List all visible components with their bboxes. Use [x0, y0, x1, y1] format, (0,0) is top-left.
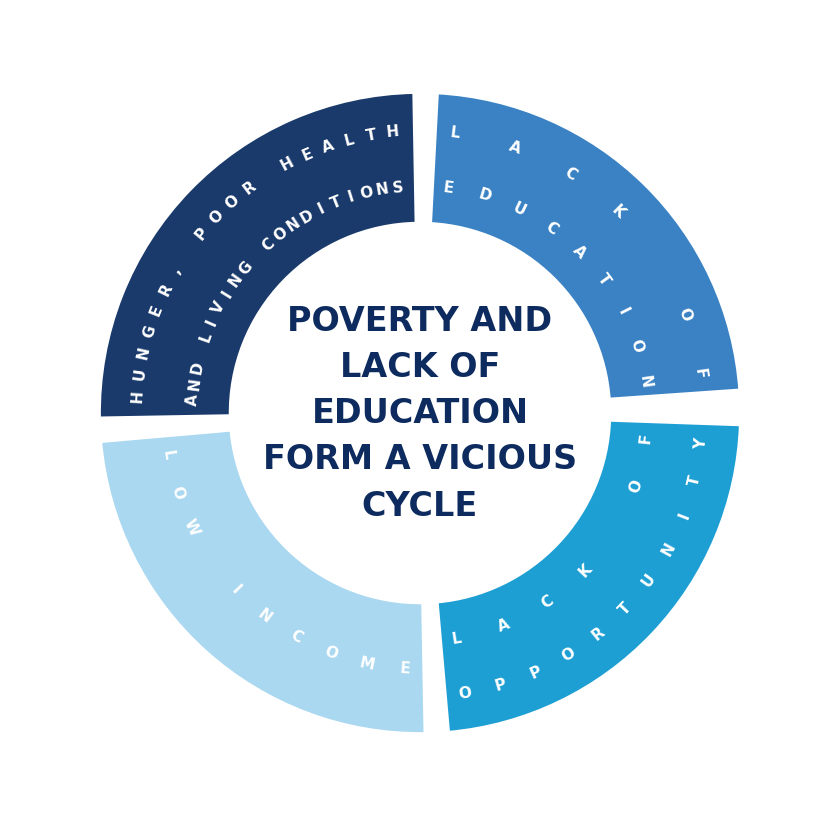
Text: A: A — [496, 615, 512, 633]
Text: I: I — [346, 189, 356, 205]
Text: E: E — [299, 146, 315, 163]
Text: A: A — [507, 138, 523, 156]
Text: A: A — [185, 394, 201, 406]
Text: G: G — [236, 258, 255, 277]
Text: K: K — [575, 561, 595, 579]
Text: E: E — [400, 660, 411, 676]
Text: V: V — [209, 299, 228, 316]
Text: H: H — [278, 155, 297, 174]
Wedge shape — [430, 93, 740, 400]
Text: G: G — [140, 323, 159, 339]
Wedge shape — [99, 93, 417, 419]
Text: T: T — [328, 194, 344, 212]
Text: O: O — [223, 192, 243, 212]
Text: N: N — [284, 215, 302, 235]
Text: K: K — [609, 203, 627, 222]
Text: F: F — [638, 432, 654, 444]
Text: O: O — [168, 483, 186, 500]
Text: C: C — [259, 235, 277, 254]
Text: D: D — [476, 187, 493, 204]
Text: C: C — [561, 165, 579, 184]
Text: Y: Y — [693, 437, 709, 450]
Text: D: D — [188, 360, 206, 375]
Text: S: S — [392, 179, 404, 195]
Text: H: H — [129, 390, 145, 403]
Text: L: L — [160, 449, 176, 461]
Text: P: P — [192, 225, 211, 243]
Text: C: C — [542, 218, 559, 237]
Text: L: L — [449, 125, 461, 141]
Wedge shape — [100, 430, 426, 734]
Text: N: N — [637, 374, 654, 389]
Text: O: O — [559, 644, 578, 664]
Text: T: T — [595, 270, 613, 288]
Text: L: L — [450, 629, 462, 646]
Text: C: C — [287, 627, 304, 645]
Text: O: O — [627, 477, 645, 495]
Text: I: I — [204, 317, 220, 327]
Text: F: F — [692, 367, 708, 380]
Text: I: I — [315, 201, 327, 217]
Text: POVERTY AND
LACK OF
EDUCATION
FORM A VICIOUS
CYCLE: POVERTY AND LACK OF EDUCATION FORM A VIC… — [263, 305, 577, 522]
Text: L: L — [197, 330, 214, 344]
Text: H: H — [386, 124, 400, 141]
Text: R: R — [156, 281, 175, 299]
Text: M: M — [359, 654, 376, 672]
Wedge shape — [437, 420, 741, 733]
Text: N: N — [226, 270, 245, 289]
Text: O: O — [322, 643, 339, 662]
Text: O: O — [207, 208, 227, 227]
Text: T: T — [686, 473, 703, 487]
Text: A: A — [570, 242, 589, 261]
Text: O: O — [359, 184, 375, 202]
Text: N: N — [135, 345, 153, 361]
Text: O: O — [457, 684, 473, 701]
Text: I: I — [676, 510, 692, 520]
Text: W: W — [181, 516, 202, 538]
Text: P: P — [528, 662, 543, 681]
Text: U: U — [639, 571, 659, 589]
Text: U: U — [510, 199, 528, 218]
Text: T: T — [617, 599, 634, 617]
Text: O: O — [627, 337, 646, 354]
Text: A: A — [320, 137, 336, 155]
Text: N: N — [255, 605, 274, 625]
Text: I: I — [615, 305, 631, 317]
Text: I: I — [219, 287, 234, 300]
Text: E: E — [442, 180, 454, 196]
Text: ,: , — [168, 264, 184, 276]
Text: C: C — [538, 592, 556, 611]
Text: N: N — [659, 539, 678, 557]
Text: O: O — [270, 224, 290, 244]
Text: R: R — [240, 179, 259, 198]
Text: P: P — [493, 676, 508, 693]
Text: N: N — [186, 376, 202, 391]
Text: T: T — [365, 127, 377, 144]
Text: D: D — [297, 207, 316, 226]
Text: O: O — [675, 305, 694, 323]
Text: N: N — [375, 181, 390, 198]
Text: L: L — [343, 131, 355, 148]
Text: I: I — [228, 582, 243, 597]
Text: R: R — [589, 624, 607, 643]
Text: U: U — [132, 367, 148, 381]
Text: E: E — [148, 303, 165, 318]
